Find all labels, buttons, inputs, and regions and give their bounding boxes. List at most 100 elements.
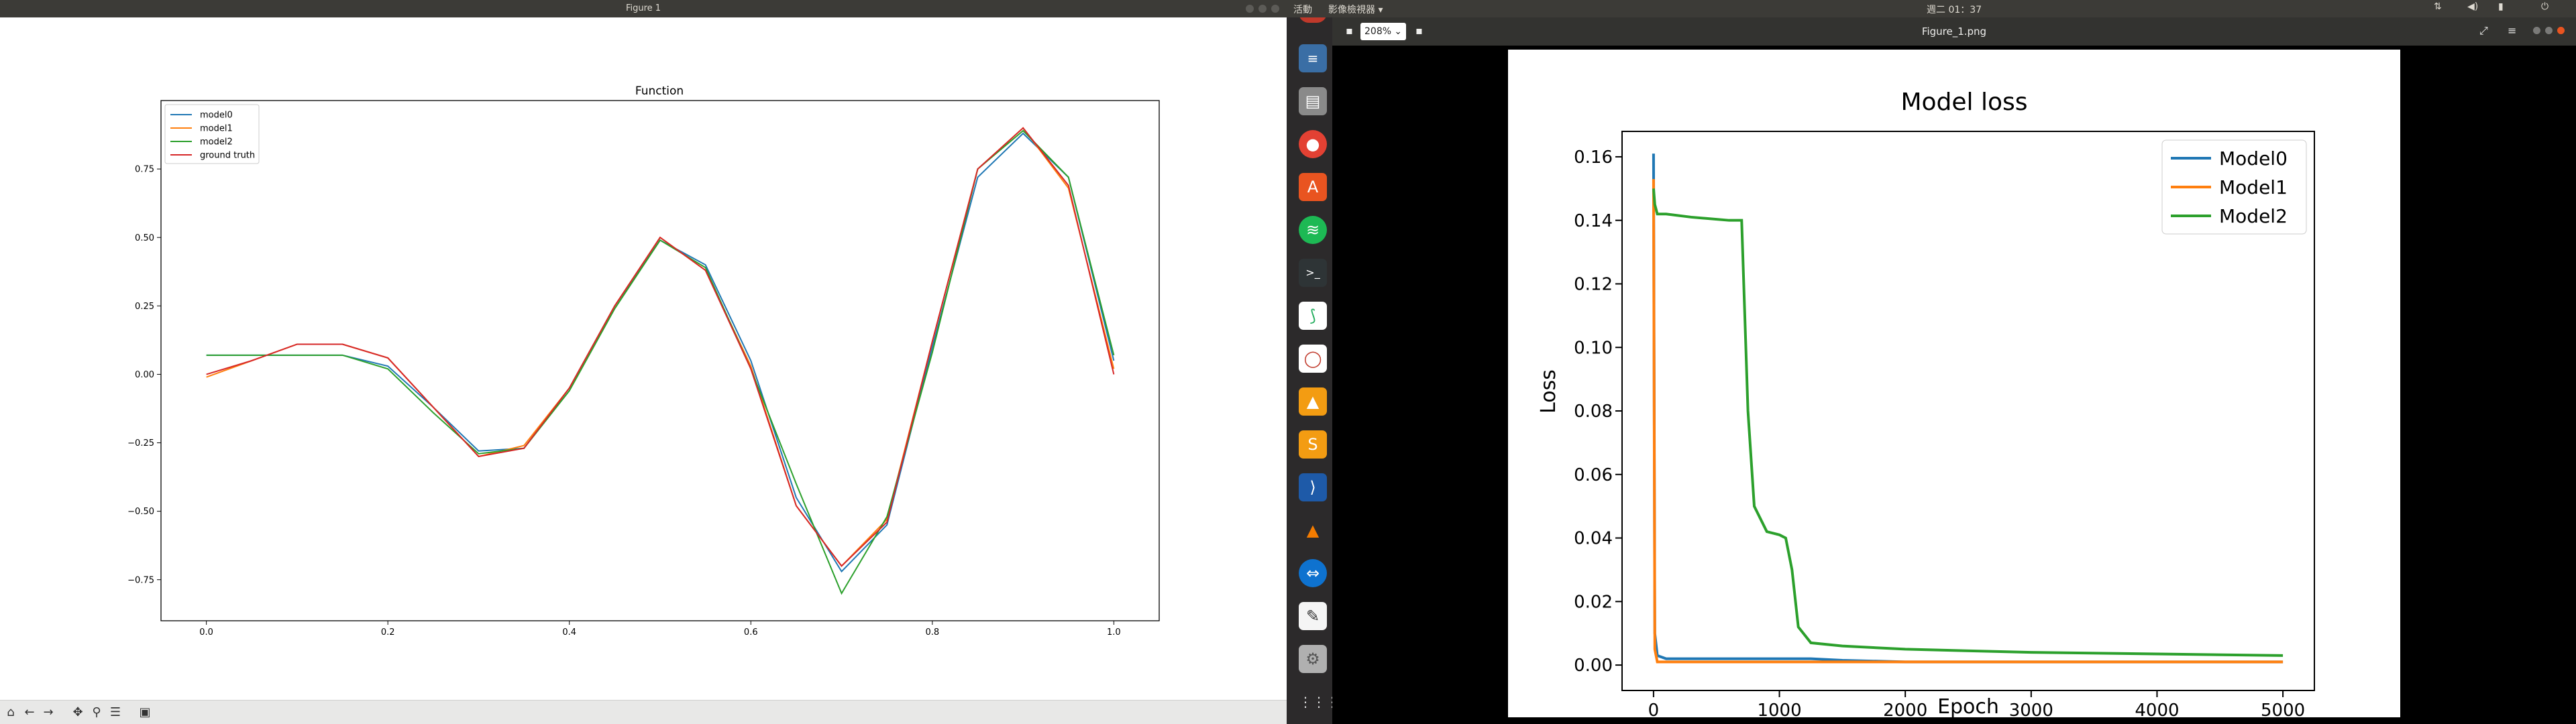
maximize-button[interactable] [1258,5,1267,13]
y-tick-label: 0.02 [1574,592,1613,612]
zoom-icon[interactable]: ⚲ [92,705,101,719]
configure-icon[interactable]: ☰ [109,705,121,719]
dock: ≡ ▤ ● A ≋ >_ ⟆ ◯ ▲ S ⟩ ▲ ⇔ ✎ ⚙ ⋮⋮⋮ [1287,0,1339,724]
x-axis-label: Epoch [1937,695,1999,717]
volume-icon[interactable]: ◀) [2467,1,2479,12]
minimize-button[interactable] [2533,27,2540,34]
legend-label: Model1 [2219,176,2288,198]
battery-icon[interactable]: ▮ [2498,1,2504,12]
spotify-icon[interactable]: ≋ [1299,216,1327,244]
settings-icon[interactable]: ⚙ [1299,645,1327,673]
navigation-toolbar: ⌂ ← → ✥ ⚲ ☰ ▣ [0,700,1287,724]
legend: Model0 Model1 Model2 [2161,139,2307,235]
viewer-headerbar: ▪ 208% ⌄ ▪ Figure_1.png ⤢ ≡ [1332,17,2576,46]
y-tick-label: 0.14 [1574,211,1613,231]
x-tick-label: 0.6 [744,627,758,638]
notes-icon[interactable]: ✎ [1299,602,1327,630]
close-button[interactable] [1271,5,1279,13]
matlab-icon[interactable]: ▲ [1299,387,1327,416]
image-viewer-window: ▪ 208% ⌄ ▪ Figure_1.png ⤢ ≡ Model loss 0… [1332,17,2576,724]
window-titlebar[interactable]: Figure 1 [0,0,1287,17]
y-tick-label: −0.50 [127,507,154,517]
legend: model0 model1 model2 ground truth [164,104,260,164]
files-icon[interactable]: ▤ [1299,87,1327,115]
y-axis-label: Loss [1537,369,1560,414]
zoom-out-button[interactable]: ▪ [1346,24,1353,37]
legend-box [164,104,260,164]
app-menu[interactable]: 影像檢視器 ▾ [1328,5,1383,15]
minimize-button[interactable] [1246,5,1254,13]
y-tick-label: 0.16 [1574,147,1613,168]
series-line-ground-truth [206,127,1115,567]
legend-box [2161,139,2307,235]
x-tick-label: 0.0 [199,627,213,638]
x-axis: 0.0 0.2 0.4 0.6 0.8 1.0 [199,621,1121,638]
fullscreen-icon[interactable]: ⤢ [2479,24,2488,37]
chevron-down-icon: ⌄ [1394,26,1402,37]
series-line-model2 [206,129,1115,595]
chrome-icon[interactable]: ● [1299,130,1327,158]
network-icon[interactable]: ⇅ [2434,1,2442,12]
power-icon[interactable]: ⏻ [2541,1,2549,12]
series-line-model1 [1652,179,2284,664]
pan-icon[interactable]: ✥ [72,705,83,719]
legend-label: Model2 [2219,205,2288,227]
evince-icon[interactable]: ◯ [1299,345,1327,373]
plot-frame [160,100,1160,621]
legend-label: model1 [200,124,233,134]
zoom-value: 208% [1364,26,1392,37]
save-icon[interactable]: ▣ [139,705,151,719]
legend-label: model2 [200,137,233,147]
x-tick-label: 2000 [1883,701,1927,717]
y-tick-label: −0.75 [127,575,154,585]
image-canvas[interactable]: Model loss 0 1000 2000 3000 4000 5000 0.16 0.1… [1508,50,2400,721]
zoom-in-button[interactable]: ▪ [1415,24,1423,37]
y-tick-label: 0.10 [1574,338,1613,358]
x-tick-label: 0.2 [381,627,395,638]
software-center-icon[interactable]: A [1299,173,1327,201]
y-tick-label: 0.75 [135,165,154,175]
terminal-icon[interactable]: >_ [1299,259,1327,287]
zoom-field[interactable]: 208% ⌄ [1360,23,1406,40]
vim-icon[interactable]: ⟆ [1299,302,1327,330]
y-axis: 0.75 0.50 0.25 0.00 −0.25 −0.50 −0.75 [127,165,161,585]
x-tick-label: 4000 [2135,701,2179,717]
x-tick-label: 0.8 [925,627,939,638]
menu-icon[interactable]: ≡ [2508,24,2517,37]
legend-label: model0 [200,111,233,121]
vscode-icon[interactable]: ⟩ [1299,473,1327,501]
x-tick-label: 0 [1648,701,1660,717]
loss-plot: Model loss 0 1000 2000 3000 4000 5000 0.160.1… [1537,88,2315,721]
y-tick-label: 0.25 [135,302,154,312]
x-tick-label: 0.4 [562,627,576,638]
vlc-icon[interactable]: ▲ [1299,516,1327,544]
y-tick-label: 0.04 [1574,529,1613,549]
sublime-text-icon[interactable]: S [1299,430,1327,459]
series-lines [206,127,1115,595]
y-tick-label: 0.12 [1574,275,1613,295]
y-tick-label: 0.06 [1574,465,1613,485]
legend-label: Model0 [2219,147,2288,170]
matplotlib-window: Figure 1 Function 0.0 0.2 0.4 0.6 0.8 1.0 0.7… [0,0,1287,724]
close-button[interactable] [2557,27,2565,34]
figure-canvas[interactable]: Function 0.0 0.2 0.4 0.6 0.8 1.0 0.75 0.50 0.25… [0,17,1287,700]
x-tick-label: 3000 [2009,701,2053,717]
x-tick-label: 1000 [1757,701,1801,717]
chart-title: Model loss [1900,88,2027,116]
series-line-model2 [1652,188,2284,657]
legend-label: ground truth [200,151,255,161]
home-icon[interactable]: ⌂ [7,705,15,719]
chart-title: Function [635,84,684,98]
y-tick-label: 0.00 [135,370,154,380]
back-icon[interactable]: ← [24,705,35,719]
text-editor-icon[interactable]: ≡ [1299,44,1327,72]
activities-button[interactable]: 活動 [1293,5,1312,15]
clock[interactable]: 週二 01：37 [1927,5,1982,15]
show-applications-icon[interactable]: ⋮⋮⋮ [1299,694,1339,710]
forward-icon[interactable]: → [43,705,54,719]
maximize-button[interactable] [2545,27,2553,34]
y-tick-label: 0.08 [1574,402,1613,422]
teamviewer-icon[interactable]: ⇔ [1299,559,1327,587]
y-axis: 0.16 0.14 0.12 0.10 0.08 0.06 0.04 0.02 0.00 [1574,147,1622,676]
viewer-filename: Figure_1.png [1921,25,1987,38]
